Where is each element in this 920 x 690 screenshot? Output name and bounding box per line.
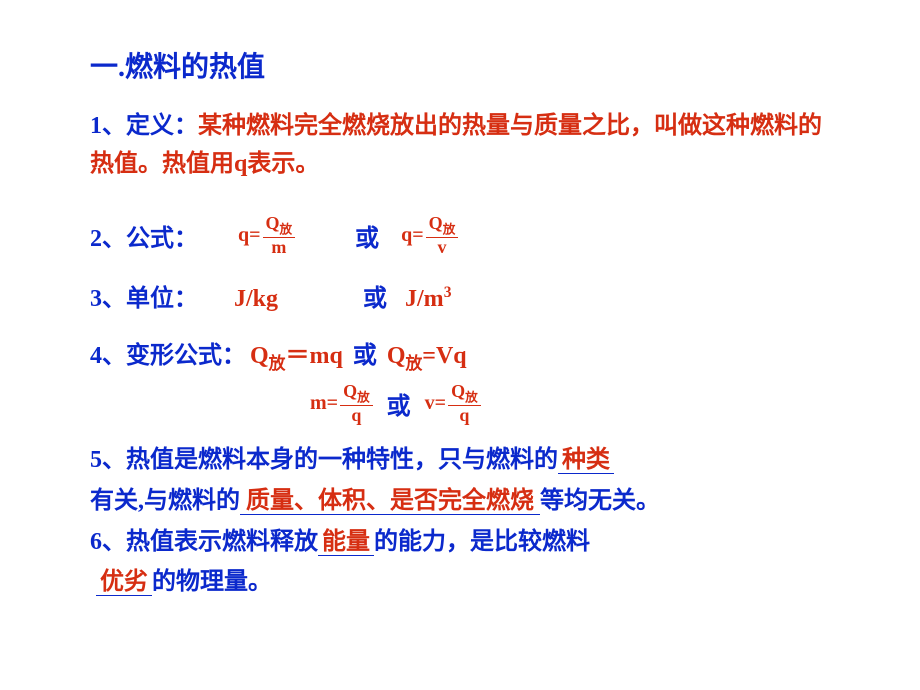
transform-eq2: Q放=Vq [387,343,467,369]
formula-q2-lhs: q= [401,224,424,247]
item-6-blank2: 优劣 [96,569,152,596]
item-1-definition: 1、定义：某种燃料完全燃烧放出的热量与质量之比，叫做这种燃料的热值。热值用q表示… [90,107,830,184]
item-3-unit-row: 3、单位： J/kg 或 J/m3 [90,278,830,313]
transform-m-frac: Q放 q [340,382,373,426]
item-5-mid: 有关,与燃料的 [90,488,240,514]
item-1-text: 某种燃料完全燃烧放出的热量与质量之比，叫做这种燃料的热值。热值用q表示。 [90,113,822,177]
unit-2: J/m3 [405,284,451,313]
transform-v-frac: Q放 q [448,382,481,426]
item-6-blank1: 能量 [318,529,374,556]
item-6-pre: 6、热值表示燃料释放 [90,529,318,555]
unit-1: J/kg [234,286,278,313]
item-5-paragraph: 5、热值是燃料本身的一种特性，只与燃料的种类 有关,与燃料的质量、体积、是否完全… [90,440,830,522]
or-label-4: 或 [387,386,411,421]
item-6-post: 的物理量。 [152,569,272,595]
item-1-label: 1、定义： [90,113,198,139]
formula-q1-frac: Q放 m [263,214,296,258]
item-5-pre: 5、热值是燃料本身的一种特性，只与燃料的 [90,447,558,473]
item-4-row1: 4、变形公式： Q放＝mq 或 Q放=Vq [90,335,830,374]
item-2-label: 2、公式： [90,218,198,253]
or-label-2: 或 [363,278,387,313]
item-4-label: 4、变形公式： [90,343,246,369]
item-5-post: 等均无关。 [540,488,660,514]
transform-eq1: Q放＝mq [250,343,343,369]
item-6-mid: 的能力，是比较燃料 [374,529,590,555]
item-6-paragraph: 6、热值表示燃料释放能量的能力，是比较燃料 优劣的物理量。 [90,522,830,604]
transform-m-lhs: m= [310,392,338,415]
or-label-3: 或 [353,343,377,369]
item-4-row2: m= Q放 q 或 v= Q放 q [310,382,830,426]
section-title: 一.燃料的热值 [90,45,830,85]
formula-q2-frac: Q放 v [426,214,459,258]
item-2-formula-row: 2、公式： q= Q放 m 或 q= Q放 v [90,214,830,258]
transform-v-lhs: v= [425,392,446,415]
or-label-1: 或 [355,218,379,253]
formula-q1-lhs: q= [238,224,261,247]
item-5-blank1: 种类 [558,447,614,474]
item-3-label: 3、单位： [90,278,198,313]
item-5-blank2: 质量、体积、是否完全燃烧 [240,488,540,515]
